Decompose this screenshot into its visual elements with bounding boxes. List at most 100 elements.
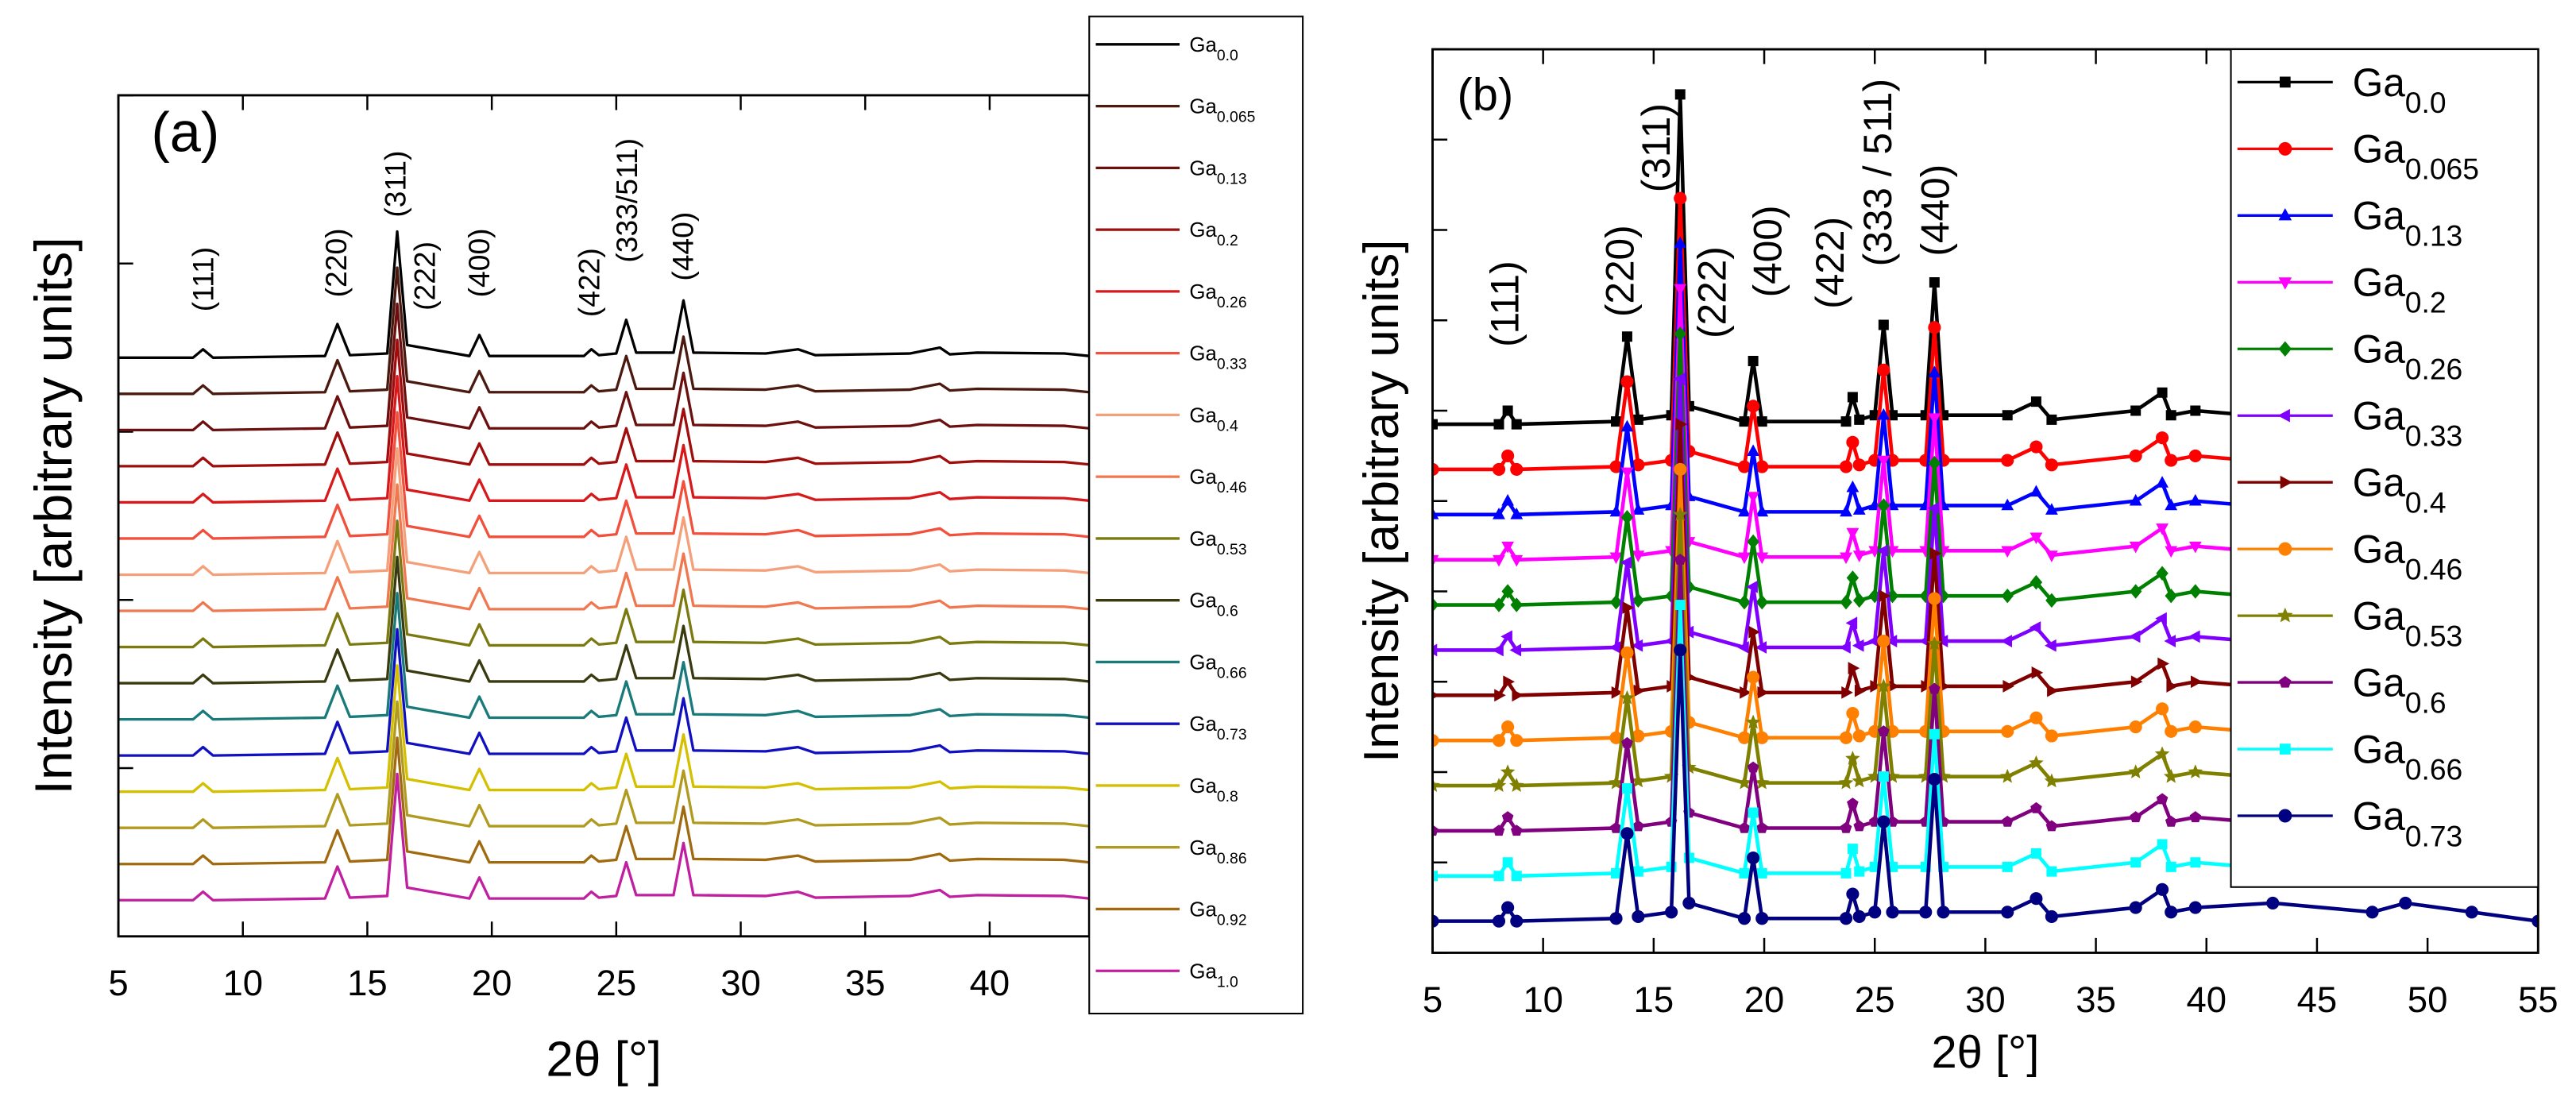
marker	[1845, 751, 1860, 765]
x-tick-label: 50	[2408, 979, 2448, 1020]
marker	[1757, 686, 1770, 699]
marker	[2030, 711, 2043, 724]
marker	[1492, 734, 1506, 747]
marker	[1432, 778, 1440, 792]
marker	[2165, 861, 2176, 872]
legend-label: Ga0.73	[1189, 713, 1246, 743]
marker	[1852, 458, 1866, 472]
marker	[1927, 501, 1940, 515]
marker	[1609, 552, 1623, 565]
marker	[1928, 773, 1941, 786]
marker	[1756, 416, 1767, 427]
marker	[2279, 76, 2291, 88]
x-tick-label: 15	[1634, 979, 1674, 1020]
marker	[1877, 407, 1890, 420]
marker	[1674, 326, 1686, 342]
marker	[2045, 729, 2058, 743]
marker	[1432, 554, 1439, 567]
marker	[2031, 666, 2044, 679]
marker	[1632, 910, 1645, 924]
marker	[1511, 419, 1522, 430]
plot-frame	[117, 94, 1091, 938]
marker	[2165, 498, 2178, 511]
marker	[2279, 675, 2292, 688]
legend-label: Ga1.0	[1189, 960, 1238, 991]
x-tick-label: 45	[2297, 979, 2338, 1020]
marker	[1748, 625, 1760, 639]
marker	[1838, 774, 1854, 790]
marker	[1632, 503, 1645, 515]
marker	[1936, 635, 1948, 647]
marker	[2045, 820, 2058, 832]
marker	[1501, 449, 1515, 462]
marker	[1876, 544, 1889, 558]
marker	[1621, 736, 1633, 748]
peak-label: (400)	[462, 228, 496, 297]
marker	[2157, 839, 2168, 850]
marker	[2001, 454, 2014, 467]
legend-label: Ga0.26	[1189, 281, 1246, 311]
marker	[1845, 616, 1858, 630]
legend-label: Ga0.73	[2353, 794, 2463, 852]
series-line	[1432, 648, 2539, 923]
series-line	[118, 628, 1090, 757]
marker	[2163, 768, 2179, 783]
marker	[1840, 504, 1852, 517]
marker	[1877, 455, 1890, 468]
marker	[2188, 541, 2202, 554]
marker	[1854, 684, 1867, 697]
marker	[1852, 503, 1866, 515]
series-line	[118, 664, 1090, 794]
marker	[1621, 782, 1632, 794]
marker	[1620, 689, 1635, 705]
legend-label: Ga0.2	[2353, 261, 2447, 319]
marker	[2191, 675, 2203, 689]
marker	[1500, 764, 1516, 778]
marker	[1870, 680, 1883, 693]
peak-label: (400)	[1746, 205, 1790, 297]
series-line	[118, 592, 1090, 721]
x-tick-label: 40	[2186, 979, 2226, 1020]
marker	[1928, 365, 1941, 378]
marker	[1501, 493, 1515, 506]
marker	[1492, 462, 1506, 477]
x-tick-label: 15	[347, 963, 388, 1003]
series-line	[118, 302, 1090, 432]
marker	[2030, 485, 2043, 497]
legend-label: Ga0.26	[2353, 327, 2463, 386]
marker	[2278, 208, 2292, 221]
marker	[2399, 896, 2412, 910]
marker	[2277, 408, 2290, 423]
peak-label: (111)	[186, 247, 219, 311]
marker	[1674, 284, 1687, 296]
marker	[1747, 492, 1760, 504]
marker	[2045, 503, 2058, 515]
series-line	[118, 483, 1090, 612]
marker	[2188, 449, 2202, 462]
peak-label: (333/511)	[610, 138, 643, 263]
x-tick-label: 20	[1744, 979, 1785, 1020]
marker	[1738, 552, 1751, 565]
marker	[1674, 462, 1687, 477]
x-tick-label: 55	[2518, 979, 2559, 1020]
marker	[2128, 630, 2141, 643]
marker	[1878, 771, 1889, 782]
x-tick-label: 25	[1855, 979, 1895, 1020]
marker	[2045, 910, 2058, 924]
marker	[2030, 848, 2041, 859]
marker	[1501, 901, 1515, 914]
marker	[2157, 387, 2168, 398]
marker	[1839, 641, 1851, 654]
series-line	[118, 555, 1090, 685]
marker	[1840, 416, 1852, 427]
marker	[1674, 554, 1686, 565]
y-axis-label: Intensity [arbitrary units]	[1354, 240, 1409, 763]
marker	[1620, 467, 1634, 480]
marker	[2164, 635, 2176, 647]
marker	[1621, 331, 1632, 342]
marker	[1737, 731, 1751, 744]
marker	[2188, 493, 2202, 506]
marker	[1501, 811, 1514, 823]
series-line	[118, 411, 1090, 540]
marker	[1682, 896, 1696, 910]
